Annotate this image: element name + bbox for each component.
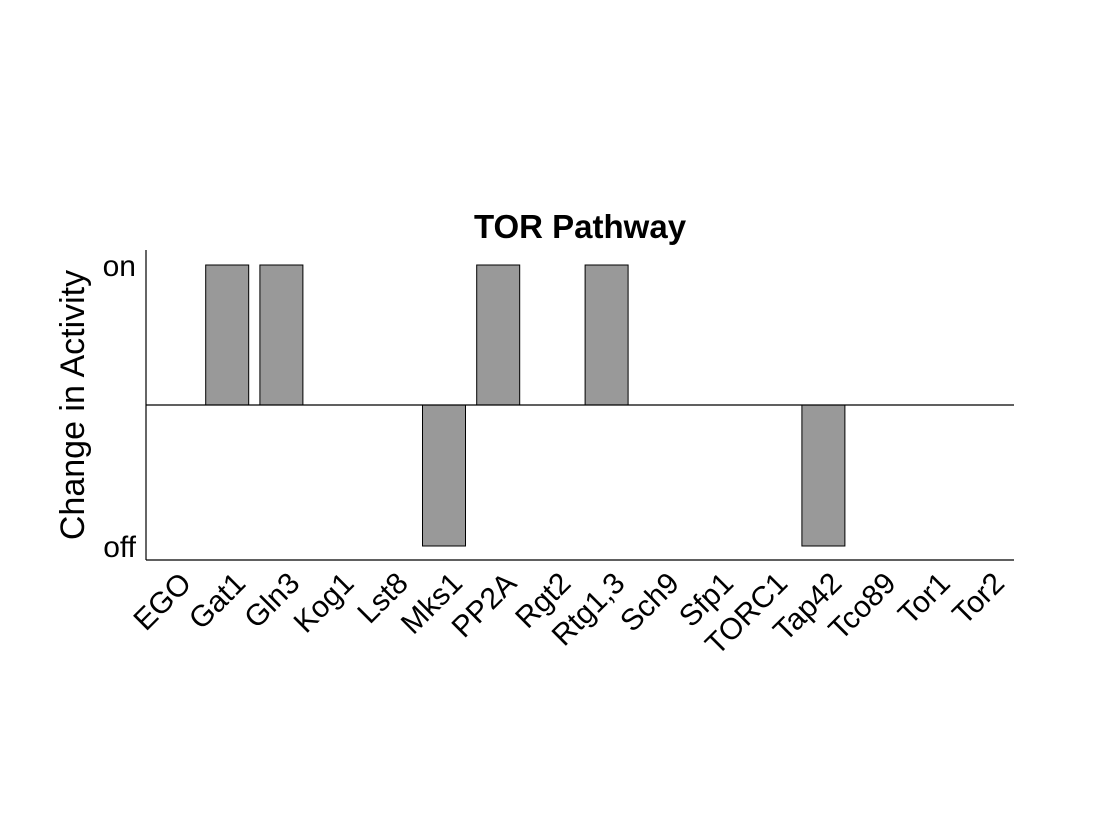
bar-mks1 (422, 404, 466, 547)
axes-group (145, 250, 1014, 561)
x-tick-label: Tor2 (946, 567, 1011, 632)
y-tick-on: on (103, 250, 136, 283)
bars-group (205, 264, 846, 547)
x-tick-label: Sch9 (614, 567, 686, 639)
bar-gln3 (259, 264, 304, 406)
x-ticks-group: EGOGat1Gln3Kog1Lst8Mks1PP2ARgt2Rtg1,3Sch… (127, 567, 1010, 662)
bar-pp2a (476, 264, 521, 406)
x-tick-label: Gat1 (183, 567, 252, 636)
bar-tap42 (801, 404, 846, 547)
y-tick-off: off (103, 531, 136, 564)
x-tick-label: Tor1 (892, 567, 957, 632)
x-tick-label: EGO (127, 567, 197, 637)
bar-gat1 (205, 264, 250, 406)
bar-rtg1-3 (584, 264, 629, 406)
y-axis-label: Change in Activity (54, 270, 92, 540)
x-tick-label: Kog1 (288, 567, 361, 640)
y-ticks-group: on off (103, 250, 137, 564)
chart-title: TOR Pathway (474, 208, 687, 245)
